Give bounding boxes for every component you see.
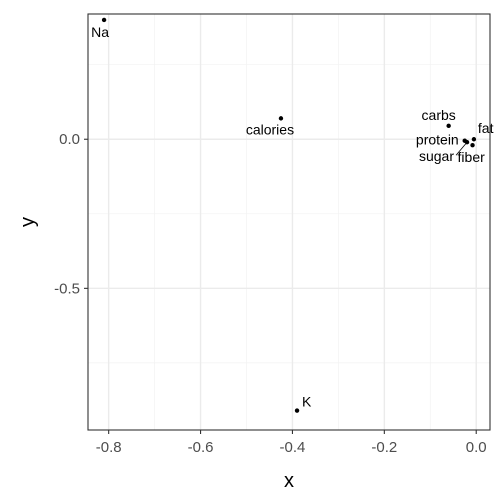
label-leader-lines — [455, 141, 468, 156]
data-point-carbs — [446, 123, 451, 129]
point-label-na: Na — [91, 24, 109, 40]
point-label-sugar: sugar — [419, 148, 454, 164]
x-tick-label: -0.8 — [96, 439, 122, 456]
major-gridlines — [88, 14, 490, 430]
point-label-fiber: fiber — [458, 149, 486, 165]
data-point-fat — [471, 137, 477, 142]
x-axis-ticks: -0.8 -0.6 -0.4 -0.2 0.0 — [96, 430, 487, 456]
data-point-na — [101, 17, 107, 23]
x-tick-label: -0.4 — [280, 439, 306, 456]
data-point-k — [294, 408, 300, 413]
point-label-protein: protein — [416, 132, 459, 148]
x-axis-title: x — [284, 470, 294, 492]
data-point-fiber — [470, 143, 475, 148]
label-leader-sugar — [455, 141, 468, 156]
y-tick-label: -0.5 — [54, 280, 80, 297]
data-point-sugar — [464, 140, 470, 145]
y-tick-label: 0.0 — [59, 131, 80, 148]
point-label-k: K — [302, 394, 312, 410]
y-axis-ticks: -0.5 0.0 — [54, 131, 88, 297]
point-label-fat: fat — [478, 120, 494, 136]
data-point-calories — [278, 116, 284, 121]
panel-background — [88, 14, 490, 430]
data-points — [101, 17, 477, 413]
y-axis-title: y — [17, 217, 39, 227]
x-tick-label: -0.2 — [371, 439, 397, 456]
x-tick-label: -0.6 — [188, 439, 214, 456]
point-label-calories: calories — [246, 121, 294, 137]
x-tick-label: 0.0 — [466, 439, 487, 456]
point-label-carbs: carbs — [422, 107, 456, 123]
minor-gridlines — [88, 14, 490, 430]
panel-border — [87, 13, 491, 431]
